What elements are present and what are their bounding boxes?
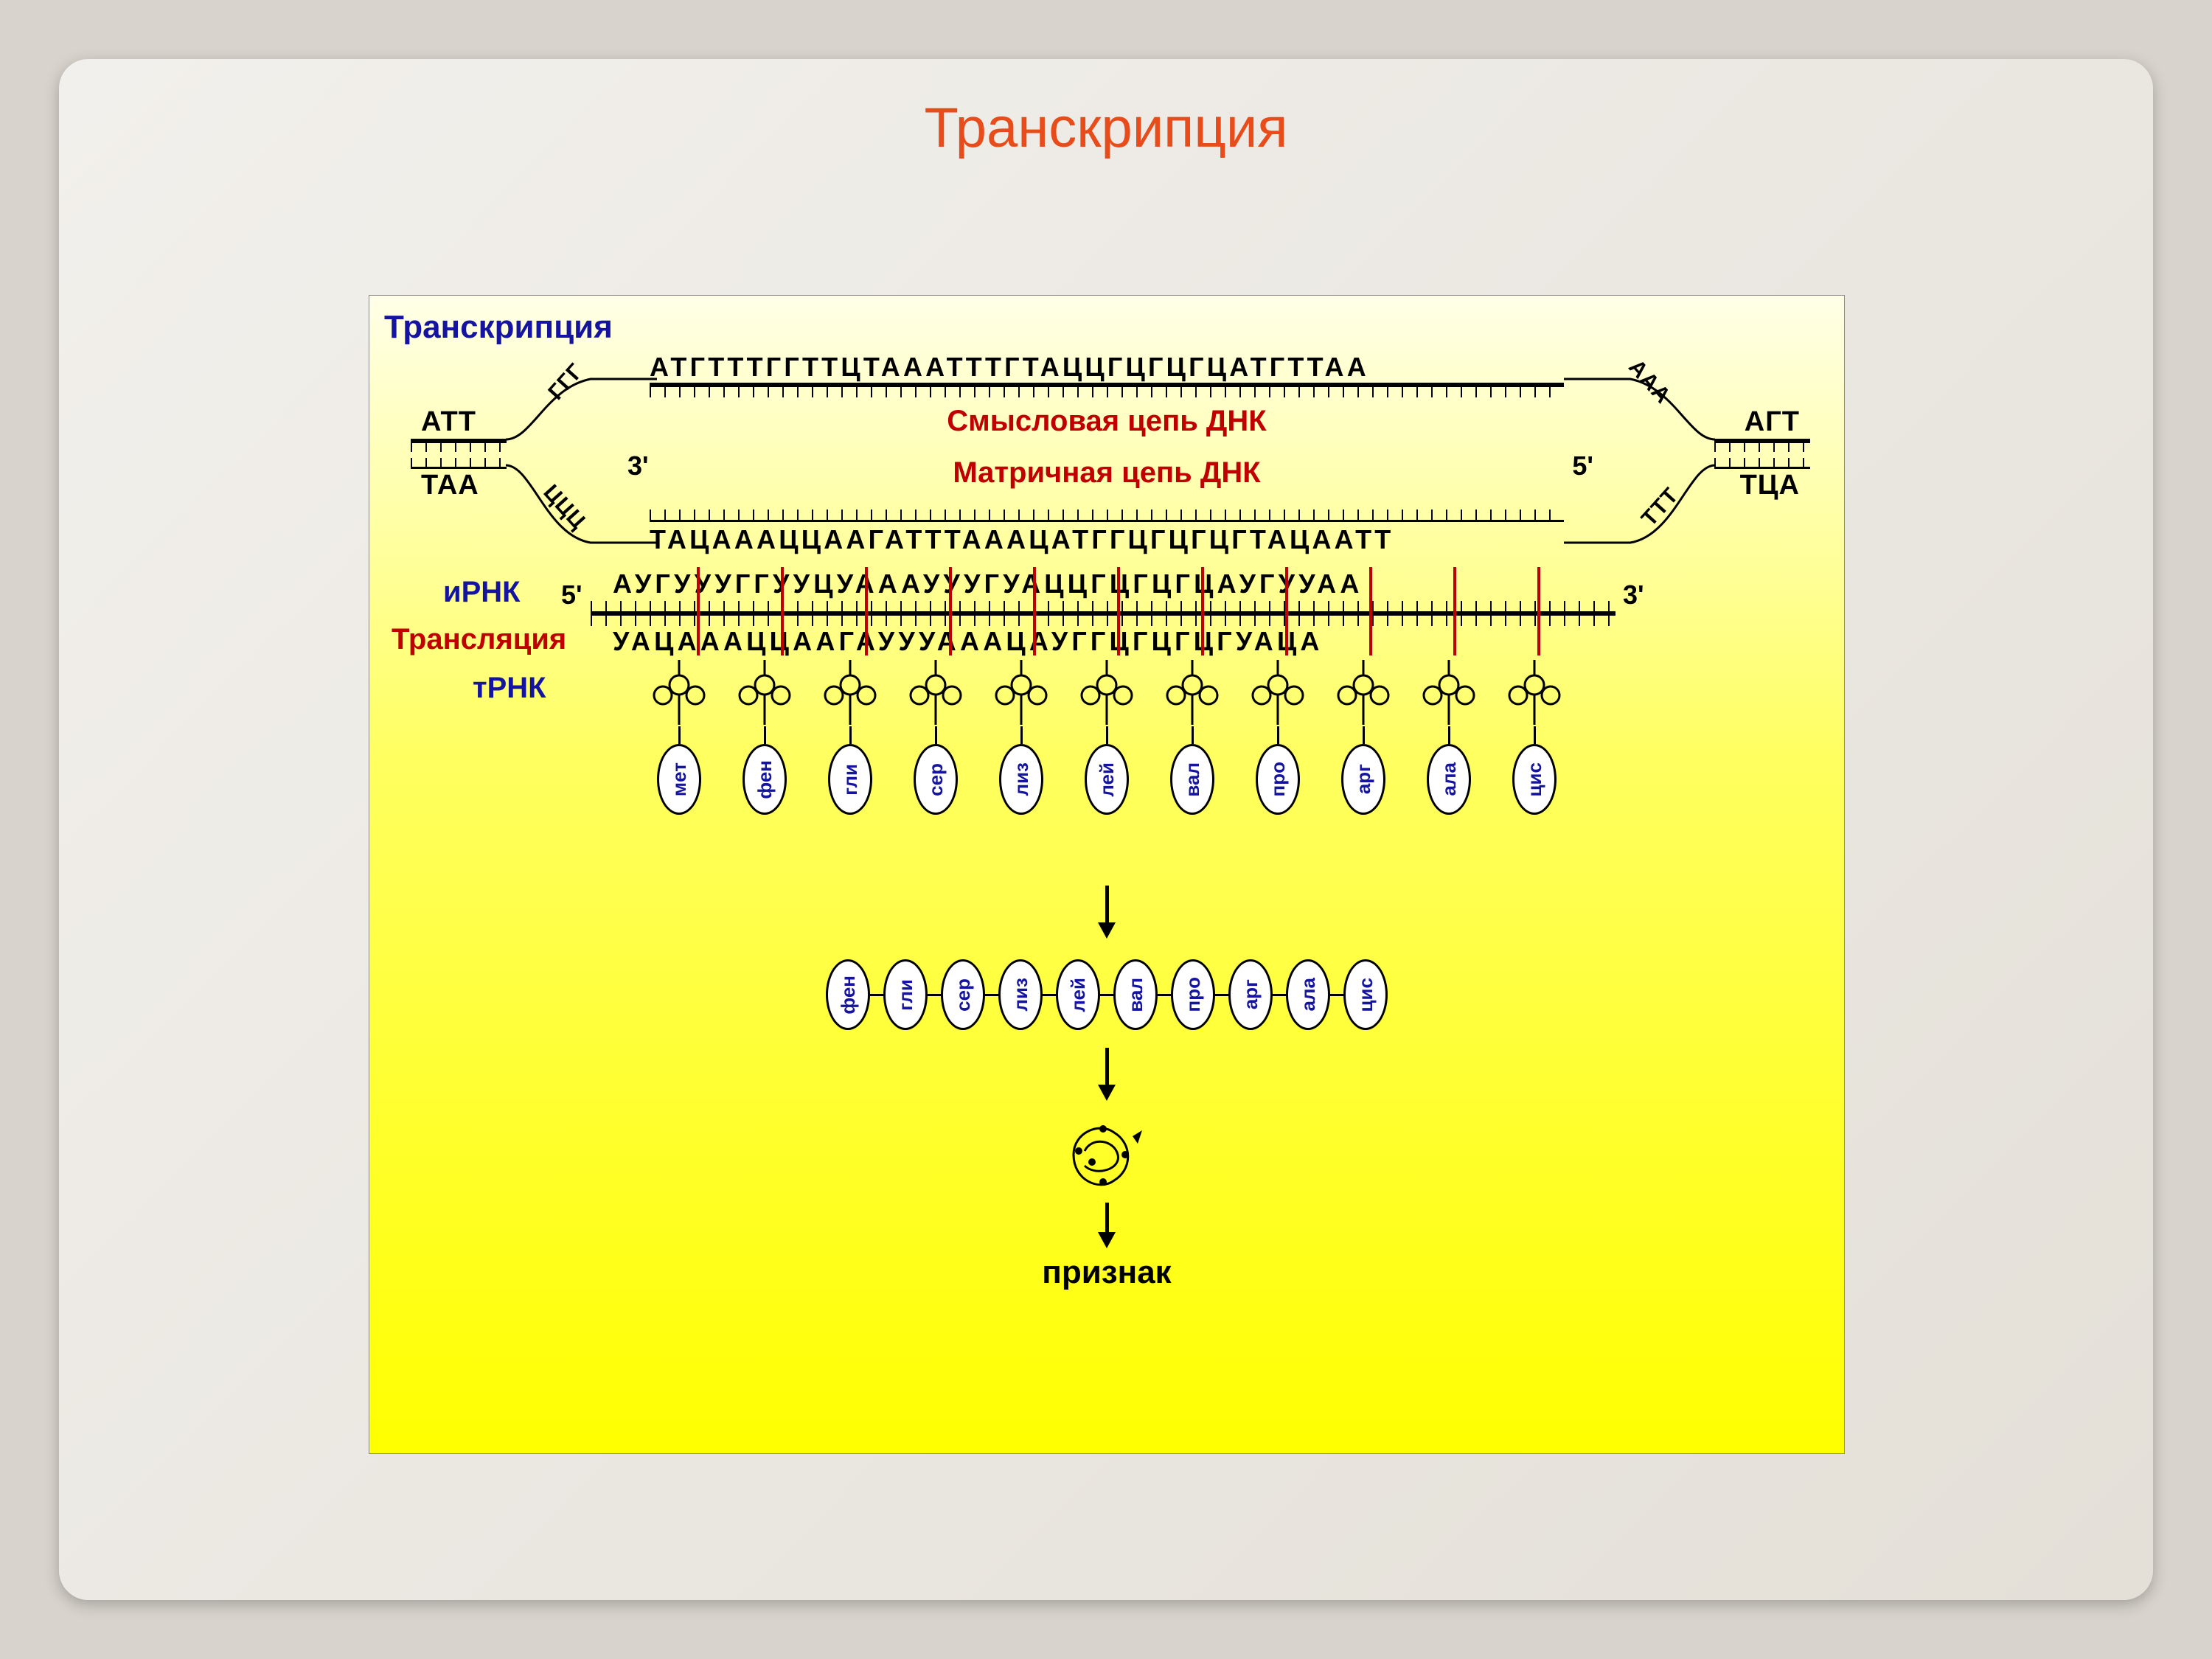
aa-chain-row: фенглисерлизлейвалпроаргалацис bbox=[369, 959, 1844, 1030]
trna-unit: лей bbox=[1074, 660, 1139, 815]
arrow-3 bbox=[1098, 1203, 1116, 1248]
protein-icon bbox=[1062, 1114, 1144, 1199]
slide: Транскрипция Транскрипция АТТ ТАА АГТ ТЦ… bbox=[59, 59, 2153, 1600]
codon-divider bbox=[1285, 567, 1288, 655]
peptide-bond bbox=[1215, 994, 1228, 996]
label-template-strand: Матричная цепь ДНК bbox=[369, 456, 1844, 490]
mrna-5prime: 5' bbox=[561, 580, 582, 611]
dna-left-ticks-top bbox=[411, 441, 507, 452]
dna-template-seq: ТАЦАААЦЦААГАТТТАААЦАТГГЦГЦГЦГТАЦААТТ bbox=[650, 524, 1394, 555]
dna-5prime: 5' bbox=[1572, 451, 1593, 481]
page-title: Транскрипция bbox=[59, 96, 2153, 160]
amino-acid: цис bbox=[1512, 744, 1557, 815]
amino-acid: арг bbox=[1341, 744, 1385, 815]
amino-acid: сер bbox=[941, 959, 985, 1030]
peptide-bond bbox=[1273, 994, 1286, 996]
codon-dividers bbox=[613, 567, 1615, 626]
amino-acid: фен bbox=[742, 744, 787, 815]
label-mrna: иРНК bbox=[443, 576, 521, 609]
dna-right-ticks-top bbox=[1714, 441, 1810, 452]
codon-divider bbox=[781, 567, 784, 655]
codon-divider bbox=[865, 567, 868, 655]
label-trait: признак bbox=[369, 1254, 1844, 1291]
trna-unit: ала bbox=[1416, 660, 1481, 815]
amino-acid: мет bbox=[657, 744, 701, 815]
peptide-bond bbox=[870, 994, 883, 996]
codon-divider bbox=[1201, 567, 1204, 655]
codon-divider bbox=[1537, 567, 1540, 655]
amino-acid: цис bbox=[1343, 959, 1388, 1030]
label-trna: тРНК bbox=[473, 672, 546, 705]
amino-acid: про bbox=[1171, 959, 1215, 1030]
amino-acid: лиз bbox=[999, 744, 1043, 815]
trna-unit: про bbox=[1245, 660, 1310, 815]
trna-unit: лиз bbox=[989, 660, 1054, 815]
amino-acid: сер bbox=[914, 744, 958, 815]
peptide-bond bbox=[1043, 994, 1056, 996]
amino-acid: лиз bbox=[998, 959, 1043, 1030]
amino-acid: вал bbox=[1113, 959, 1158, 1030]
mrna-3prime: 3' bbox=[1623, 580, 1644, 611]
mrna-antisense-seq: УАЦАААЦЦААГАУУУАААЦАУГГЦГЦГЦГУАЦА bbox=[613, 626, 1324, 657]
dna-3prime: 3' bbox=[627, 451, 649, 481]
amino-acid: ала bbox=[1286, 959, 1330, 1030]
label-transcription: Транскрипция bbox=[384, 309, 613, 346]
trna-unit: мет bbox=[647, 660, 712, 815]
amino-acid: арг bbox=[1228, 959, 1273, 1030]
amino-acid: ала bbox=[1427, 744, 1471, 815]
codon-divider bbox=[1369, 567, 1372, 655]
trna-unit: сер bbox=[903, 660, 968, 815]
dna-template-line bbox=[650, 520, 1564, 522]
label-translation: Трансляция bbox=[392, 623, 566, 656]
peptide-bond bbox=[1158, 994, 1171, 996]
trna-unit: вал bbox=[1160, 660, 1225, 815]
codon-divider bbox=[697, 567, 700, 655]
amino-acid: гли bbox=[883, 959, 928, 1030]
arrow-2 bbox=[1098, 1048, 1116, 1101]
amino-acid: лей bbox=[1085, 744, 1129, 815]
trna-unit: гли bbox=[818, 660, 883, 815]
trna-unit: арг bbox=[1331, 660, 1396, 815]
amino-acid: вал bbox=[1170, 744, 1214, 815]
amino-acid: фен bbox=[826, 959, 870, 1030]
peptide-bond bbox=[1100, 994, 1113, 996]
codon-divider bbox=[1117, 567, 1120, 655]
amino-acid: про bbox=[1256, 744, 1300, 815]
trna-unit: цис bbox=[1502, 660, 1567, 815]
peptide-bond bbox=[985, 994, 998, 996]
dna-sense-seq: АТГТТТГГТТЦТАААТТТГТАЦЦГЦГЦГЦАТГТТАА bbox=[650, 352, 1369, 383]
codon-divider bbox=[1033, 567, 1036, 655]
arrow-1 bbox=[1098, 886, 1116, 939]
peptide-bond bbox=[928, 994, 941, 996]
trna-unit: фен bbox=[732, 660, 797, 815]
codon-divider bbox=[1453, 567, 1456, 655]
amino-acid: лей bbox=[1056, 959, 1100, 1030]
codon-divider bbox=[949, 567, 952, 655]
trna-row: мет фен гли сер лиз лей вал bbox=[598, 660, 1615, 815]
dna-sense-ticks bbox=[650, 385, 1564, 397]
diagram-panel: Транскрипция АТТ ТАА АГТ ТЦА ГГГ ЦЦЦ ААА… bbox=[369, 295, 1845, 1454]
amino-acid: гли bbox=[828, 744, 872, 815]
peptide-bond bbox=[1330, 994, 1343, 996]
label-sense-strand: Смысловая цепь ДНК bbox=[369, 405, 1844, 438]
